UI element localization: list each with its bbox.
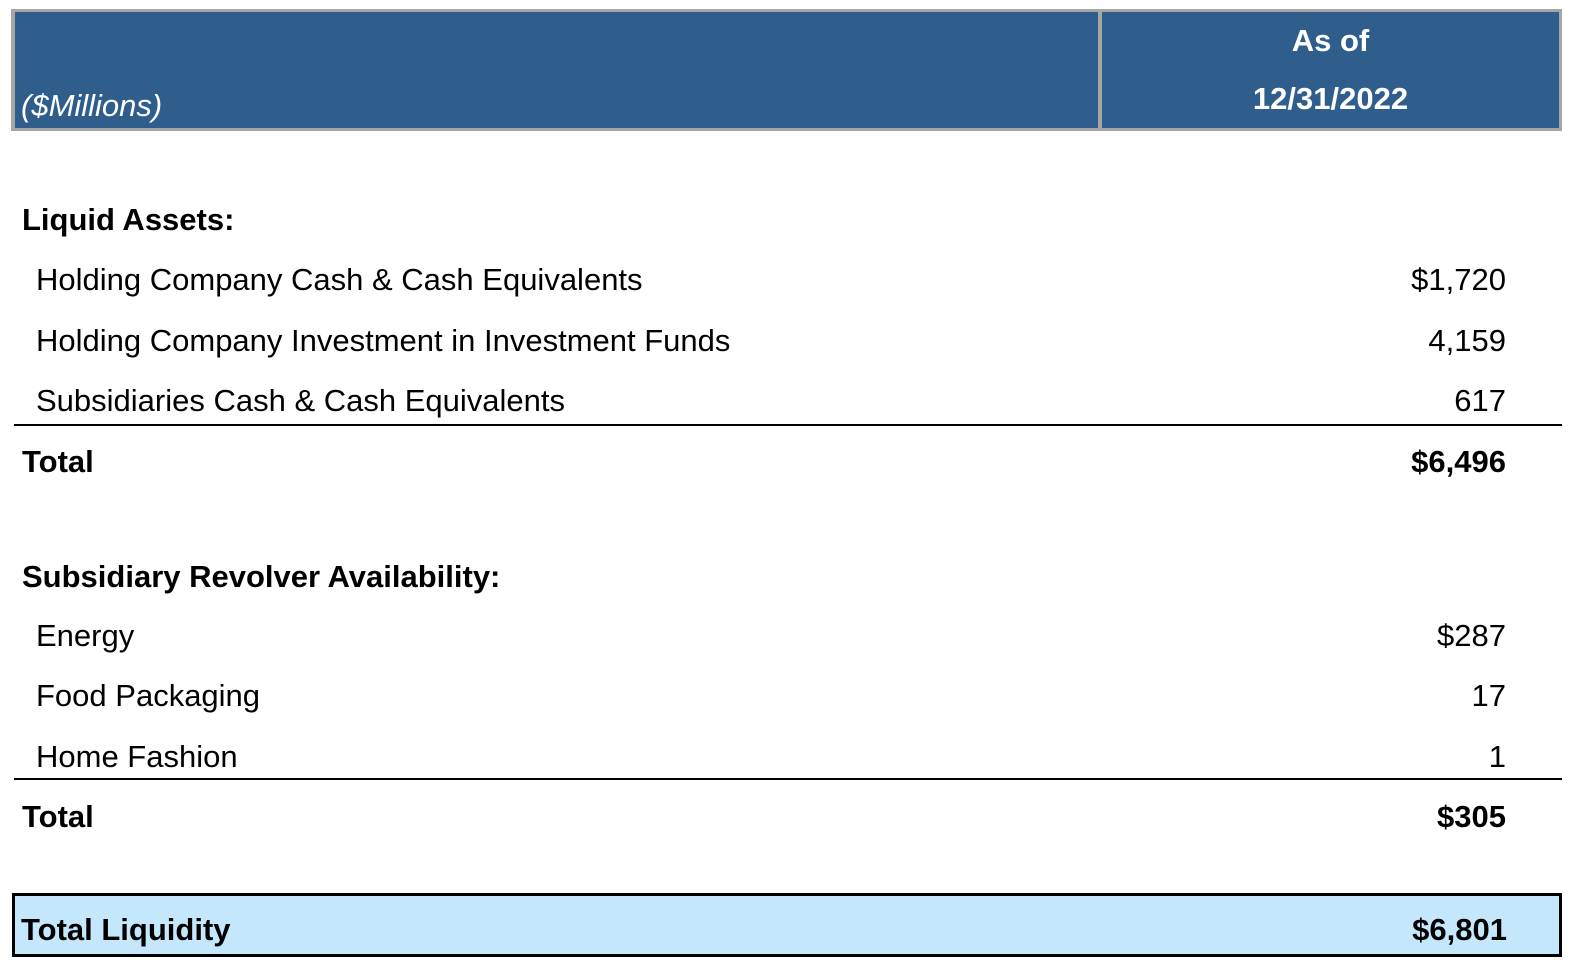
header-label-cell: ($Millions) <box>15 12 1098 128</box>
row-value: $287 <box>1437 618 1506 653</box>
total-liquidity-label: Total Liquidity <box>21 912 231 947</box>
total-value: $6,496 <box>1411 444 1506 479</box>
table-header: ($Millions) As of 12/31/2022 <box>11 9 1562 131</box>
column-header-line2: 12/31/2022 <box>1252 81 1409 116</box>
header-date-cell: As of 12/31/2022 <box>1102 12 1559 128</box>
row-label: Food Packaging <box>36 678 261 713</box>
row-label: Holding Company Cash & Cash Equivalents <box>36 262 643 297</box>
total-label: Total <box>22 799 94 834</box>
section-revolver: Subsidiary Revolver Availability: <box>14 557 1562 597</box>
row-value: 617 <box>1454 383 1506 418</box>
section-title: Liquid Assets: <box>22 202 235 237</box>
table-row: Home Fashion 1 <box>14 737 1562 777</box>
table-row: Food Packaging 17 <box>14 676 1562 716</box>
row-label: Holding Company Investment in Investment… <box>36 323 731 358</box>
total-value: $305 <box>1437 799 1506 834</box>
row-label: Energy <box>36 618 135 653</box>
row-value: 4,159 <box>1428 323 1506 358</box>
row-value: 17 <box>1471 678 1506 713</box>
total-label: Total <box>22 444 94 479</box>
column-header-line1: As of <box>1291 23 1370 58</box>
table-row: Holding Company Cash & Cash Equivalents … <box>14 260 1562 300</box>
table-row: Energy $287 <box>14 616 1562 656</box>
total-liquidity-value: $6,801 <box>1412 912 1507 947</box>
row-label: Subsidiaries Cash & Cash Equivalents <box>36 383 565 418</box>
row-value: $1,720 <box>1411 262 1506 297</box>
units-label: ($Millions) <box>21 88 163 123</box>
table-row: Subsidiaries Cash & Cash Equivalents 617 <box>14 381 1562 421</box>
section-liquid-assets: Liquid Assets: <box>14 200 1562 240</box>
table-row: Holding Company Investment in Investment… <box>14 321 1562 361</box>
total-row-revolver: Total $305 <box>14 797 1562 837</box>
row-value: 1 <box>1488 739 1506 774</box>
divider <box>14 424 1562 426</box>
total-liquidity-row: Total Liquidity $6,801 <box>12 893 1562 957</box>
total-row-liquid-assets: Total $6,496 <box>14 442 1562 482</box>
section-title: Subsidiary Revolver Availability: <box>22 559 501 594</box>
row-label: Home Fashion <box>36 739 238 774</box>
divider <box>14 778 1562 780</box>
